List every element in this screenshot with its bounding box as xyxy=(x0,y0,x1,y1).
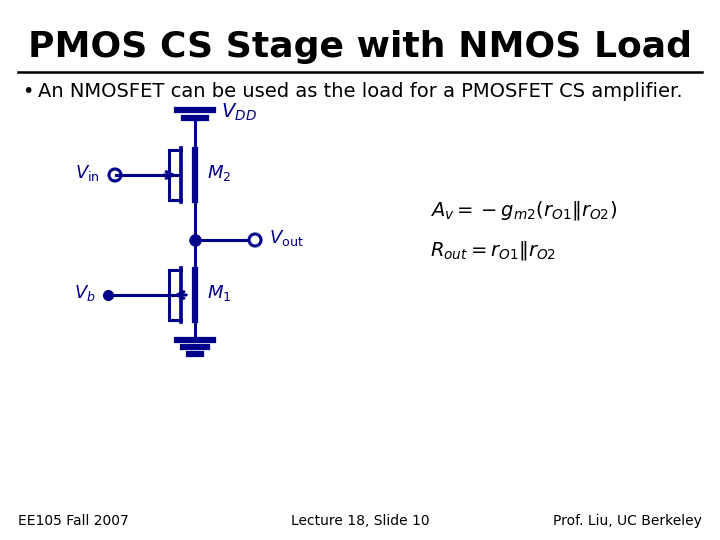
Text: PMOS CS Stage with NMOS Load: PMOS CS Stage with NMOS Load xyxy=(28,30,692,64)
Text: $\mathbf{\it{V}_b}$: $\mathbf{\it{V}_b}$ xyxy=(74,283,96,303)
Text: EE105 Fall 2007: EE105 Fall 2007 xyxy=(18,514,129,528)
Text: $\mathbf{\it{V}_{\rm{in}}}$: $\mathbf{\it{V}_{\rm{in}}}$ xyxy=(75,163,100,183)
Text: Lecture 18, Slide 10: Lecture 18, Slide 10 xyxy=(291,514,429,528)
Text: $\mathbf{\it{M}_1}$: $\mathbf{\it{M}_1}$ xyxy=(207,283,231,303)
Text: $R_{out} = r_{O1} \| r_{O2}$: $R_{out} = r_{O1} \| r_{O2}$ xyxy=(430,239,556,261)
Text: •: • xyxy=(22,82,33,101)
Text: $A_v = -g_{m2}(r_{O1} \| r_{O2})$: $A_v = -g_{m2}(r_{O1} \| r_{O2})$ xyxy=(430,199,617,221)
Text: An NMOSFET can be used as the load for a PMOSFET CS amplifier.: An NMOSFET can be used as the load for a… xyxy=(38,82,683,101)
Text: $\mathbf{\it{V}}_{\mathbf{\it{DD}}}$: $\mathbf{\it{V}}_{\mathbf{\it{DD}}}$ xyxy=(221,102,257,123)
Text: $\mathbf{\it{V}_{\rm{out}}}$: $\mathbf{\it{V}_{\rm{out}}}$ xyxy=(269,228,304,248)
Text: Prof. Liu, UC Berkeley: Prof. Liu, UC Berkeley xyxy=(553,514,702,528)
Text: $\mathbf{\it{M}_2}$: $\mathbf{\it{M}_2}$ xyxy=(207,163,231,183)
